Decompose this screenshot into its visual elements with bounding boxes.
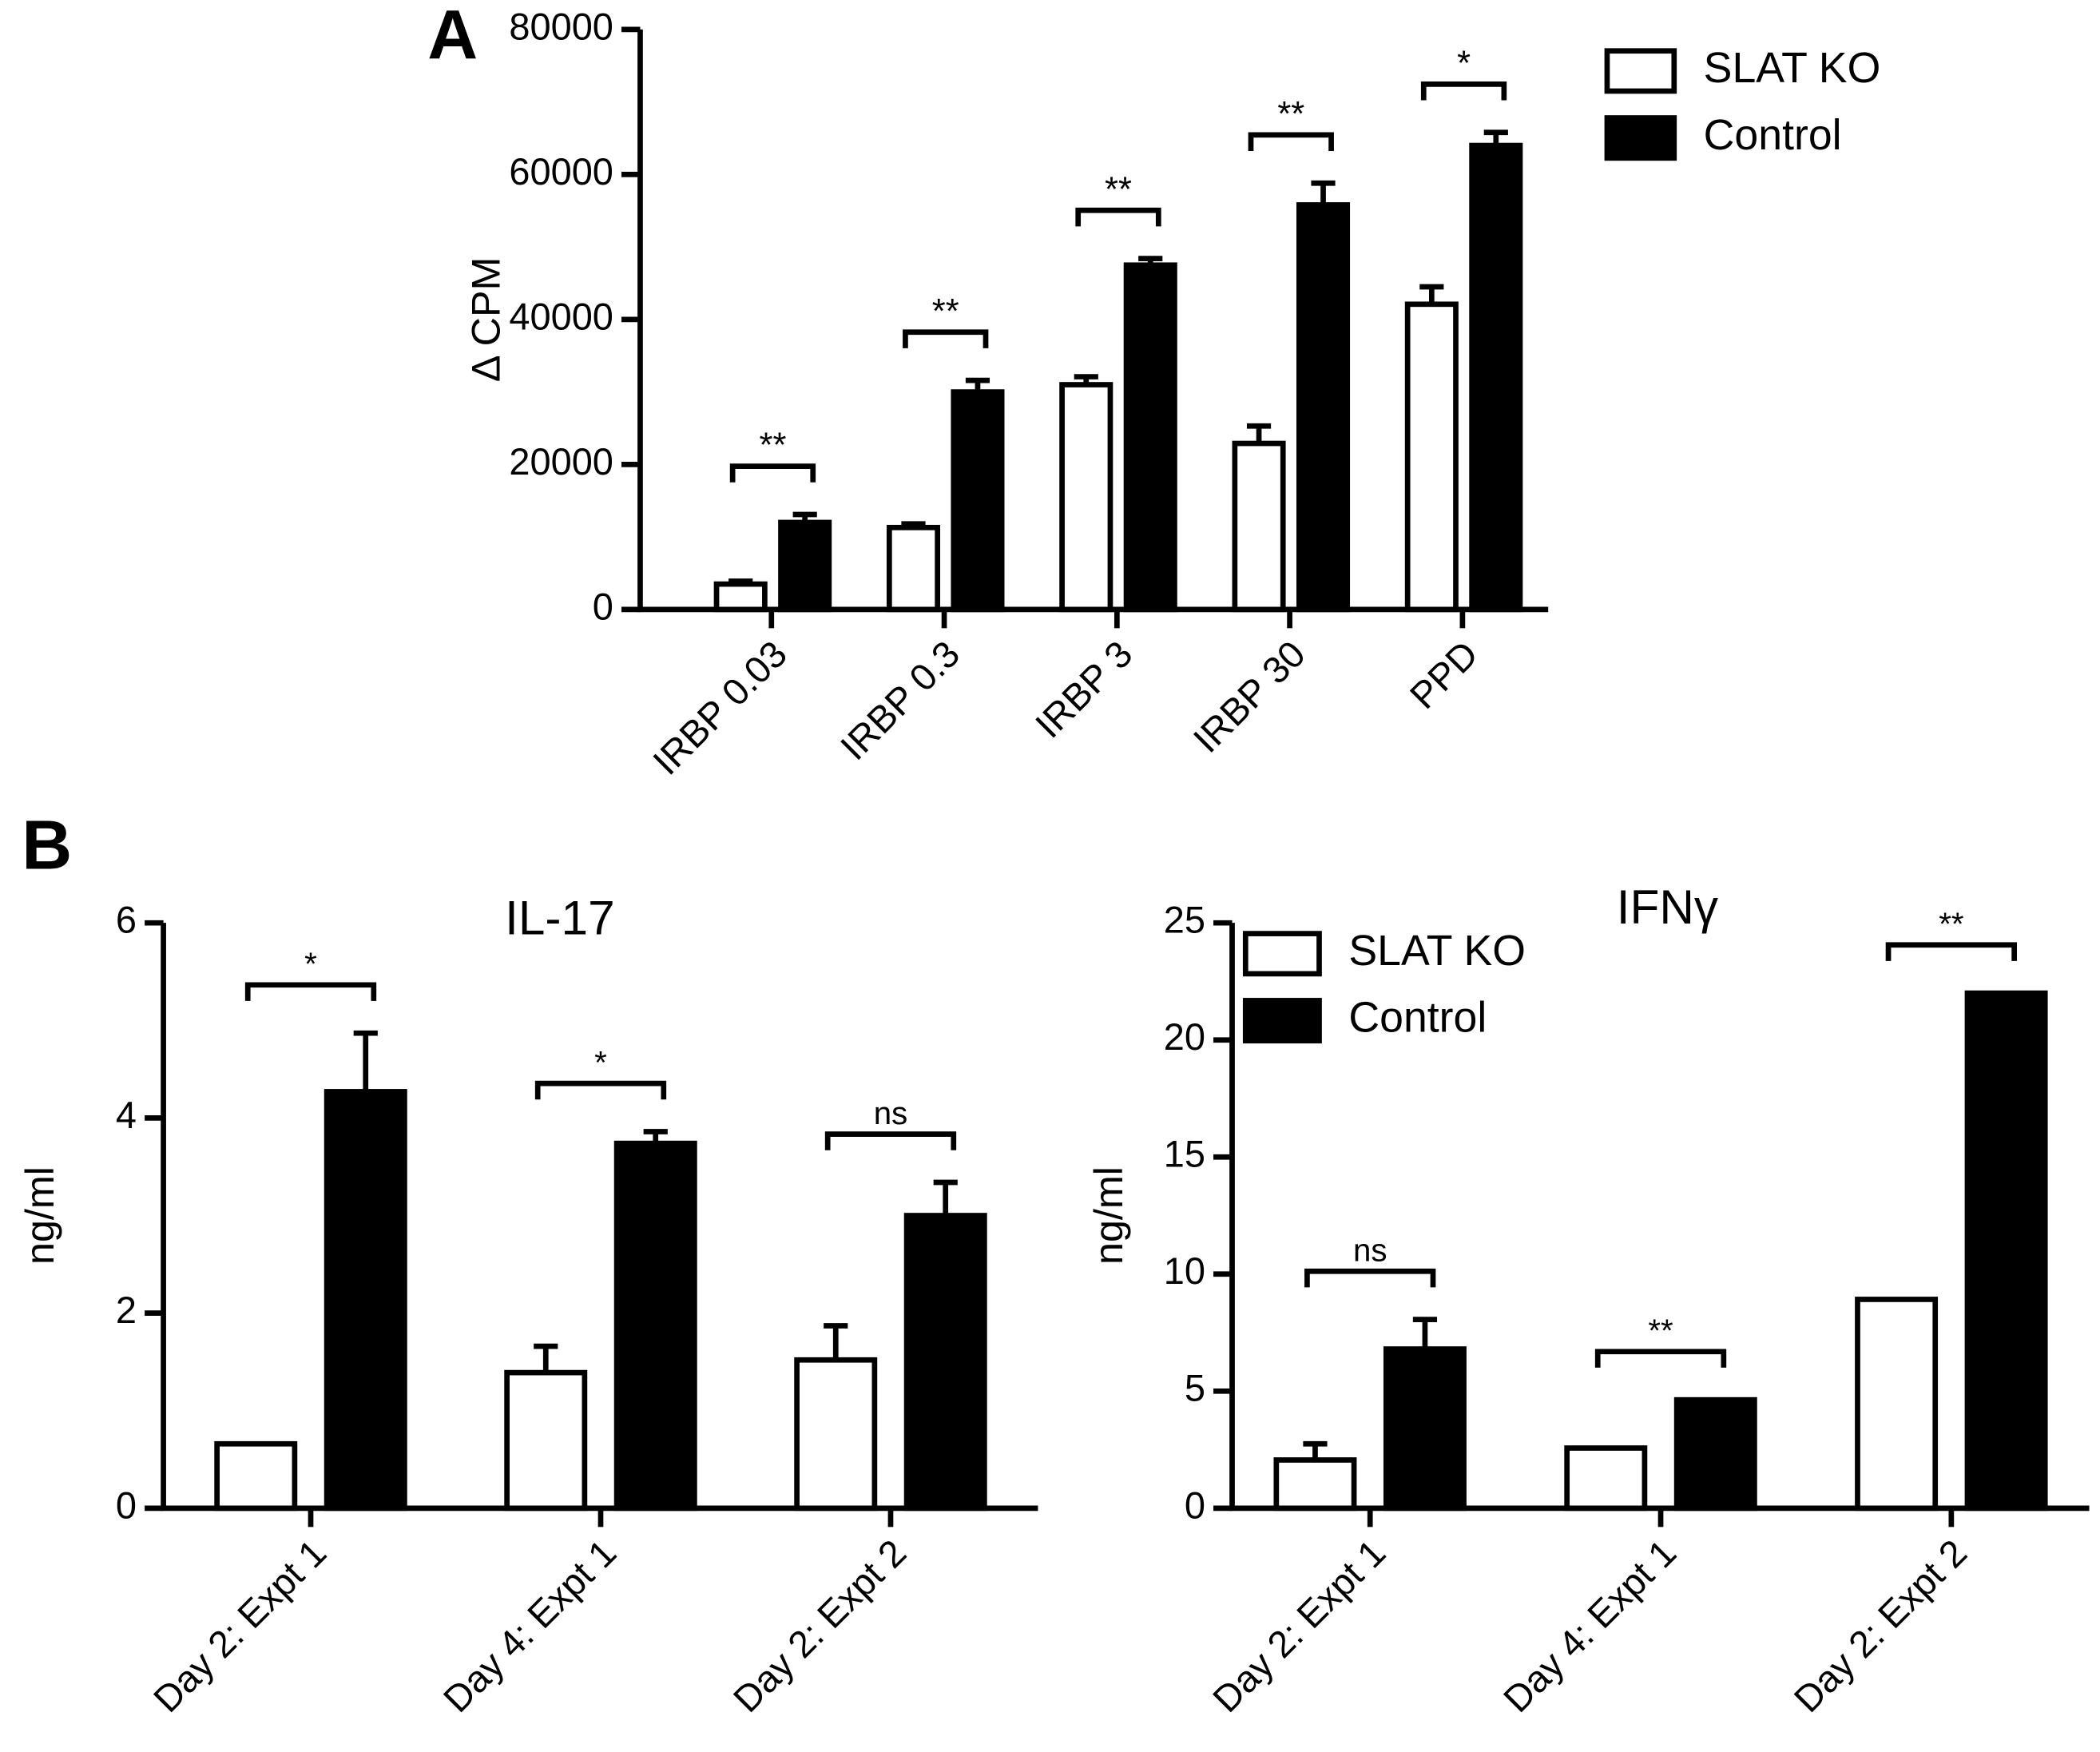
error-bar: [824, 1323, 848, 1361]
y-tick-label: 5: [1185, 1368, 1205, 1409]
significance-bracket: [1885, 942, 2018, 961]
bar: [951, 389, 1005, 613]
significance-label: **: [1939, 906, 1964, 942]
legend-label: Control: [1348, 994, 1487, 1042]
significance-label: **: [759, 427, 786, 465]
x-tick-label: IRBP 3: [1027, 633, 1140, 745]
y-tick-label: 10: [1164, 1250, 1205, 1292]
y-tick-label: 2: [116, 1289, 137, 1331]
bar: [324, 1089, 407, 1512]
bar: [1383, 1346, 1467, 1512]
error-bar: [353, 1030, 378, 1092]
significance-label: *: [304, 946, 317, 982]
x-tick-label: Day 2: Expt 1: [1205, 1532, 1393, 1720]
bar: [1123, 262, 1177, 613]
bar: [1059, 382, 1114, 613]
significance-bracket: [824, 1131, 957, 1150]
x-tick-label: IRBP 30: [1185, 633, 1313, 761]
y-axis-label: ng/ml: [1086, 1166, 1131, 1265]
x-tick-label: PPD: [1402, 633, 1486, 717]
significance-bracket: [1304, 1268, 1436, 1288]
y-axis-label: Δ CPM: [462, 257, 508, 383]
significance-label: **: [1277, 95, 1304, 133]
significance-label: **: [1105, 170, 1132, 209]
y-tick-label: 80000: [509, 6, 613, 47]
legend-swatch: [1242, 931, 1322, 977]
x-tick-label: IRBP 0.3: [832, 633, 967, 768]
x-tick-label: Day 2: Expt 2: [725, 1532, 914, 1720]
error-bar: [1311, 180, 1336, 205]
x-tick-label: Day 4: Expt 1: [435, 1532, 624, 1720]
bar: [1296, 202, 1351, 613]
significance-bracket: [1248, 132, 1334, 152]
x-tick-label: Day 2: Expt 1: [145, 1532, 334, 1720]
legend-swatch: [1604, 115, 1677, 161]
y-tick-label: 25: [1164, 900, 1205, 941]
significance-label: *: [1457, 44, 1471, 82]
bar: [1564, 1445, 1648, 1512]
bar: [886, 524, 941, 613]
y-tick-label: 60000: [509, 151, 613, 193]
y-tick-label: 20000: [509, 441, 613, 483]
legend-swatch: [1242, 998, 1322, 1044]
y-tick-label: 6: [116, 900, 137, 941]
chart-title: IL-17: [505, 890, 615, 944]
bar: [778, 519, 832, 613]
significance-bracket: [903, 329, 989, 348]
significance-label: **: [932, 292, 959, 331]
significance-label: *: [594, 1044, 607, 1080]
significance-bracket: [244, 982, 377, 1001]
x-tick-label: IRBP 0.03: [645, 633, 795, 782]
significance-bracket: [1075, 207, 1161, 227]
significance-bracket: [1594, 1349, 1727, 1368]
y-axis-label: ng/ml: [17, 1166, 62, 1265]
bar: [1232, 440, 1286, 613]
y-tick-label: 15: [1164, 1134, 1205, 1175]
legend-label: SLAT KO: [1348, 927, 1526, 975]
bar: [713, 581, 768, 613]
panel-label: A: [427, 0, 478, 73]
significance-label: **: [1648, 1313, 1673, 1349]
bar: [794, 1357, 878, 1512]
significance-bracket: [729, 463, 816, 483]
significance-label: ns: [1353, 1232, 1387, 1268]
legend-label: Control: [1704, 111, 1842, 159]
error-bar: [1412, 1317, 1438, 1349]
y-tick-label: 0: [1185, 1484, 1205, 1526]
bar: [1404, 301, 1459, 613]
bar: [1964, 990, 2048, 1512]
significance-label: ns: [874, 1095, 907, 1131]
error-bar: [1419, 284, 1444, 304]
bar: [1855, 1297, 1939, 1512]
x-tick-label: Day 4: Expt 1: [1495, 1532, 1684, 1720]
legend-label: SLAT KO: [1704, 44, 1881, 92]
y-tick-label: 0: [593, 586, 613, 627]
error-bar: [1303, 1440, 1328, 1460]
panel-label: B: [22, 807, 72, 884]
bar: [1673, 1396, 1757, 1512]
y-tick-label: 4: [116, 1095, 137, 1136]
y-tick-label: 20: [1164, 1016, 1205, 1058]
error-bar: [534, 1343, 558, 1373]
chart-title: IFNγ: [1617, 880, 1718, 934]
error-bar: [933, 1179, 958, 1216]
bar: [1273, 1457, 1357, 1512]
error-bar: [1246, 423, 1272, 444]
bar: [214, 1440, 298, 1512]
y-tick-label: 0: [116, 1484, 137, 1526]
bar: [613, 1140, 697, 1512]
x-tick-label: Day 2: Expt 2: [1786, 1532, 1975, 1720]
significance-bracket: [534, 1080, 667, 1100]
bar: [903, 1213, 987, 1512]
bar: [504, 1369, 588, 1512]
legend-swatch: [1604, 48, 1677, 94]
significance-bracket: [1420, 81, 1507, 101]
y-tick-label: 40000: [509, 296, 613, 337]
bar: [1469, 142, 1523, 613]
